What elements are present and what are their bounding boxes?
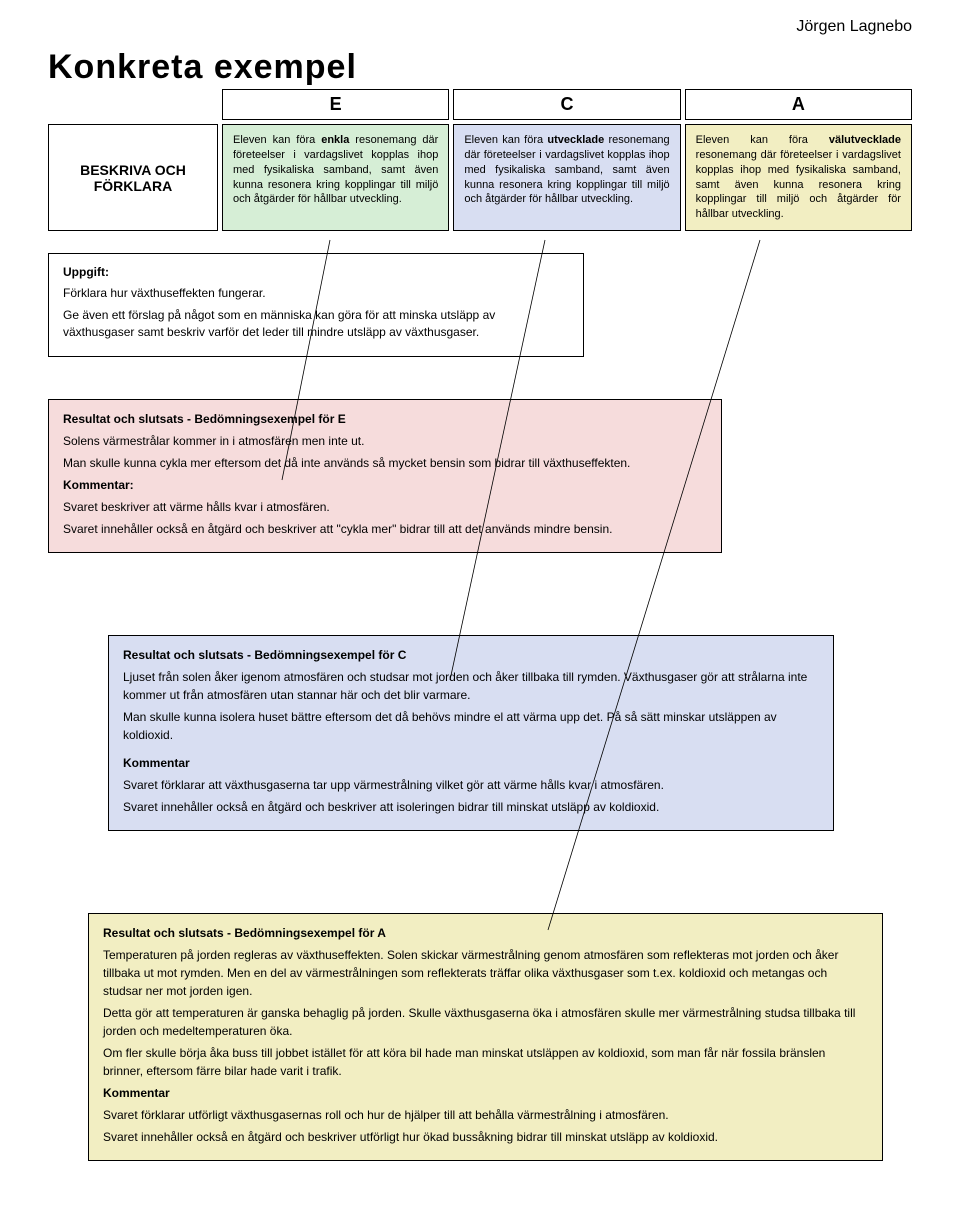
box-e-comment-label: Kommentar:	[63, 476, 707, 494]
header-e: E	[222, 89, 449, 120]
page-title: Konkreta exempel	[48, 48, 912, 87]
cell-a: Eleven kan föra välutvecklade resonemang…	[685, 124, 912, 231]
box-a-p3: Om fler skulle börja åka buss till jobbe…	[103, 1044, 868, 1080]
assignment-line2: Ge även ett förslag på något som en männ…	[63, 307, 569, 342]
cell-c: Eleven kan föra utvecklade resonemang dä…	[453, 124, 680, 231]
box-e-c1: Svaret beskriver att värme hålls kvar i …	[63, 498, 707, 516]
box-c-c2: Svaret innehåller också en åtgärd och be…	[123, 798, 819, 816]
box-c-p2: Man skulle kunna isolera huset bättre ef…	[123, 708, 819, 744]
assignment-line1: Förklara hur växthuseffekten fungerar.	[63, 285, 569, 302]
row-label: BESKRIVA OCH FÖRKLARA	[48, 124, 218, 231]
box-c-comment-label: Kommentar	[123, 754, 819, 772]
assignment-box: Uppgift: Förklara hur växthuseffekten fu…	[48, 253, 584, 357]
criteria-grid: E C A BESKRIVA OCH FÖRKLARA Eleven kan f…	[48, 89, 912, 231]
keyword: utvecklade	[547, 134, 604, 146]
box-e-title: Resultat och slutsats - Bedömningsexempe…	[63, 410, 707, 428]
box-e-p2: Man skulle kunna cykla mer eftersom det …	[63, 454, 707, 472]
box-c-p1: Ljuset från solen åker igenom atmosfären…	[123, 668, 819, 704]
box-e-p1: Solens värmestrålar kommer in i atmosfär…	[63, 432, 707, 450]
header-a: A	[685, 89, 912, 120]
box-a-c1: Svaret förklarar utförligt växthusgasern…	[103, 1106, 868, 1124]
result-box-a: Resultat och slutsats - Bedömningsexempe…	[88, 913, 883, 1161]
box-a-comment-label: Kommentar	[103, 1084, 868, 1102]
box-a-c2: Svaret innehåller också en åtgärd och be…	[103, 1128, 868, 1146]
box-c-c1: Svaret förklarar att växthusgaserna tar …	[123, 776, 819, 794]
result-box-e: Resultat och slutsats - Bedömningsexempe…	[48, 399, 722, 553]
assignment-label: Uppgift:	[63, 265, 109, 279]
keyword: välutvecklade	[829, 134, 901, 146]
result-box-c: Resultat och slutsats - Bedömningsexempe…	[108, 635, 834, 831]
keyword: enkla	[321, 134, 349, 146]
box-a-p2: Detta gör att temperaturen är ganska beh…	[103, 1004, 868, 1040]
author-name: Jörgen Lagnebo	[796, 18, 912, 36]
box-a-title: Resultat och slutsats - Bedömningsexempe…	[103, 924, 868, 942]
box-e-c2: Svaret innehåller också en åtgärd och be…	[63, 520, 707, 538]
cell-e: Eleven kan föra enkla resonemang där för…	[222, 124, 449, 231]
box-a-p1: Temperaturen på jorden regleras av växth…	[103, 946, 868, 1000]
box-c-title: Resultat och slutsats - Bedömningsexempe…	[123, 646, 819, 664]
header-c: C	[453, 89, 680, 120]
